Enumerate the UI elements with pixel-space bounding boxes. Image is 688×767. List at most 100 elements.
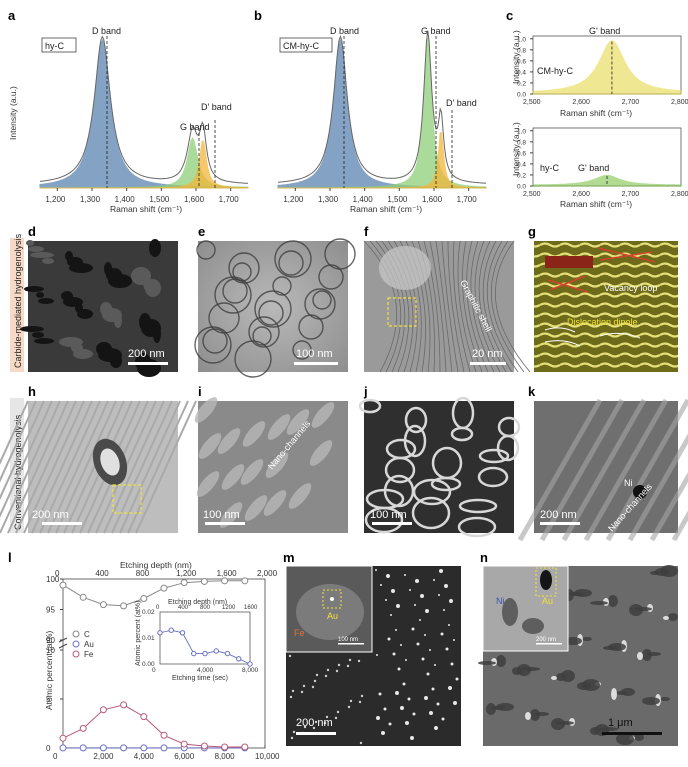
l-series <box>59 577 249 752</box>
xtick-label: 1,300 <box>318 195 339 204</box>
tem-particle <box>30 252 54 258</box>
sem-particle <box>395 629 397 631</box>
k-ni-label: Ni <box>624 478 633 488</box>
tem-particle <box>69 263 93 273</box>
texture-line <box>0 400 53 518</box>
network-strand <box>496 434 520 462</box>
tem-particle <box>26 240 34 246</box>
xtick-label: 10,000 <box>255 752 280 761</box>
sem-particle <box>440 632 444 636</box>
xtick-label: 1,200 <box>45 195 66 204</box>
sem-particle <box>303 725 307 729</box>
nano-channel <box>240 459 264 485</box>
inset-x2tick: 0 <box>156 605 160 611</box>
tem-particle <box>24 286 44 292</box>
sem-particle <box>433 579 435 581</box>
xtick-label: 1,200 <box>283 195 304 204</box>
tem-shell <box>214 276 252 314</box>
sem-particle <box>407 697 411 701</box>
scale-m: 200 nm <box>296 717 333 729</box>
tem-d-particles <box>20 239 161 377</box>
sem-particle <box>425 609 429 613</box>
sem-grain <box>611 688 617 700</box>
panel-letter-m: m <box>283 550 295 565</box>
inset-series-point <box>236 656 242 662</box>
c-bot-peak <box>532 174 682 187</box>
x2tick-label: 400 <box>95 569 109 578</box>
sem-particle <box>388 722 392 726</box>
sem-particle <box>336 710 340 714</box>
ytick-label: 100 <box>46 575 60 584</box>
xlabel-a: Raman shift (cm⁻¹) <box>110 204 182 214</box>
channel-band <box>517 398 603 542</box>
sem-particle <box>445 647 449 651</box>
sem-particle <box>359 741 363 745</box>
tem-particle <box>137 359 161 377</box>
xtick-label: 1,500 <box>387 195 408 204</box>
inset-xtick: 4,000 <box>197 667 214 674</box>
ytick-label: 95 <box>46 606 55 615</box>
panel-letter-k: k <box>528 384 536 399</box>
raman-b-fit-line <box>277 30 487 184</box>
sem-particle <box>292 730 296 734</box>
sem-grain <box>551 676 557 680</box>
ytick-label: 90 <box>46 636 55 645</box>
a-dprime-band-label: D' band <box>201 102 232 112</box>
xtick-label: 2,500 <box>523 99 541 106</box>
sem-particle <box>449 599 453 603</box>
xtick-label: 2,800 <box>671 99 688 106</box>
sem-particle <box>450 662 454 666</box>
sem-particle <box>436 702 440 706</box>
ytick-label: 0 <box>46 744 51 753</box>
xtick-label: 4,000 <box>134 752 155 761</box>
nano-channel <box>288 483 312 509</box>
series-point-C <box>140 595 148 603</box>
sem-grain <box>668 613 678 621</box>
panel-letter-b: b <box>254 8 262 23</box>
texture-line <box>15 400 77 534</box>
nano-channel <box>309 440 333 466</box>
row-carbide: Carbide-mediated hydrogenolysis d 200 nm… <box>10 224 678 378</box>
texture-line <box>63 400 125 534</box>
sem-particle <box>448 686 452 690</box>
sem-particle <box>434 726 438 730</box>
network-strand <box>458 498 498 514</box>
tem-particle <box>28 246 44 252</box>
panel-letter-i: i <box>198 384 202 399</box>
inset-ytick: 0.01 <box>142 635 155 642</box>
a-xticks: 1,200 1,300 1,400 1,500 1,600 1,700 <box>45 188 239 204</box>
series-point-C <box>99 601 107 609</box>
scale-i: 100 nm <box>203 509 240 521</box>
nano-channel <box>311 402 335 428</box>
ytick-label: 0.4 <box>517 69 526 76</box>
a-fill-D <box>39 38 249 189</box>
tem-h-texture <box>0 400 197 534</box>
texture-line <box>31 400 93 534</box>
inset-x2tick: 400 <box>178 605 189 611</box>
series-point-C <box>200 577 208 585</box>
sem-grain <box>603 646 617 650</box>
sem-grain <box>650 571 660 575</box>
channel-band <box>649 471 688 542</box>
ylabel-c-top: Intensity (a.u.) <box>511 30 521 84</box>
sem-particle <box>314 720 318 724</box>
lattice-fringe <box>474 240 501 373</box>
channel-band <box>539 398 625 542</box>
xtick-label: 2,700 <box>622 99 640 106</box>
ytick-label: 0.0 <box>517 184 526 191</box>
tem-particle <box>36 292 44 298</box>
xtick-label: 2,000 <box>93 752 114 761</box>
texture-line <box>0 400 29 466</box>
sem-grain <box>590 727 600 735</box>
texture-line <box>111 400 173 534</box>
nano-channel <box>221 464 245 490</box>
lattice-fringe <box>457 240 477 373</box>
ytick-label: 5 <box>46 695 51 704</box>
lattice-fringe <box>491 240 525 373</box>
sem-particle <box>410 736 414 740</box>
sem-particle <box>334 716 338 720</box>
panel-n: n Ni Au 200 nm 1 μm <box>478 550 678 746</box>
tem-shell <box>208 302 240 334</box>
inset-series-point <box>202 650 208 657</box>
